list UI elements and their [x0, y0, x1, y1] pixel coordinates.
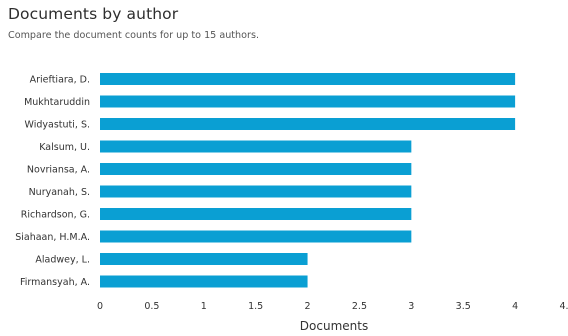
x-tick-label: 1	[201, 301, 207, 312]
category-label: Richardson, G.	[21, 210, 90, 221]
bar[interactable]	[100, 73, 516, 85]
category-label: Nuryanah, S.	[29, 187, 90, 198]
category-label: Kalsum, U.	[39, 142, 90, 153]
x-axis-title: Documents	[300, 319, 368, 333]
x-tick-label: 4	[512, 301, 518, 312]
chart-subtitle: Compare the document counts for up to 15…	[8, 30, 259, 41]
category-label: Arieftiara, D.	[30, 75, 90, 86]
x-tick-label: 1.5	[248, 301, 263, 312]
category-labels: Arieftiara, D. Mukhtaruddin Widyastuti, S.…	[15, 75, 90, 289]
category-label: Aladwey, L.	[35, 255, 90, 266]
category-label: Novriansa, A.	[27, 165, 90, 176]
x-tick-label: 0.5	[144, 301, 159, 312]
x-tick-label: 4.5	[559, 301, 568, 312]
bars-group	[100, 73, 516, 288]
x-tick-labels: 0 0.5 1 1.5 2 2.5 3 3.5 4 4.5	[97, 301, 568, 312]
category-label: Siahaan, H.M.A.	[15, 232, 90, 243]
bar[interactable]	[100, 275, 308, 288]
chart-title: Documents by author	[8, 5, 179, 23]
bar[interactable]	[100, 253, 308, 265]
category-label: Mukhtaruddin	[24, 97, 90, 108]
bar[interactable]	[100, 230, 412, 243]
bar[interactable]	[100, 140, 412, 153]
category-label: Firmansyah, A.	[20, 277, 90, 288]
x-tick-label: 3	[408, 301, 414, 312]
bar[interactable]	[100, 208, 412, 220]
x-tick-label: 2	[305, 301, 311, 312]
category-label: Widyastuti, S.	[25, 120, 90, 131]
bar[interactable]	[100, 163, 412, 175]
bar[interactable]	[100, 118, 516, 130]
x-tick-label: 0	[97, 301, 103, 312]
x-tick-label: 3.5	[456, 301, 471, 312]
bar[interactable]	[100, 95, 516, 108]
x-tick-label: 2.5	[352, 301, 367, 312]
bar[interactable]	[100, 185, 412, 198]
